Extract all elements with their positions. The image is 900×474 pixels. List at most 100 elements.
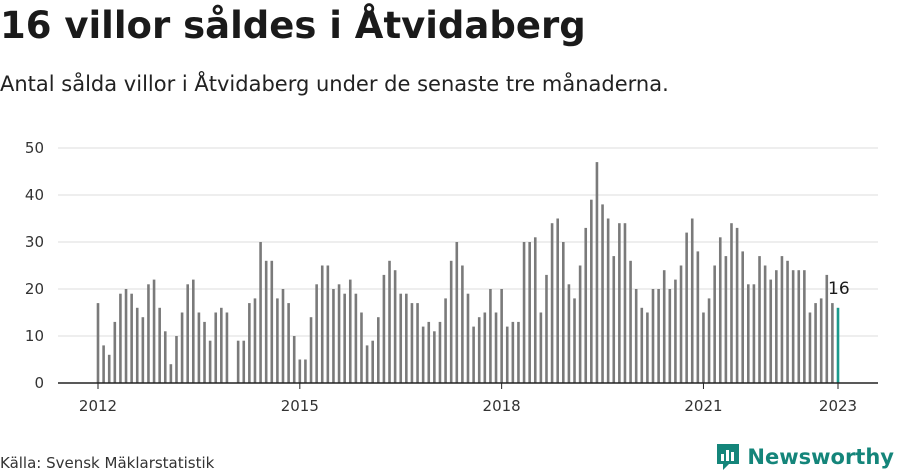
- bar: [601, 204, 604, 383]
- bar: [814, 303, 817, 383]
- bar: [96, 303, 100, 383]
- bar: [606, 218, 610, 383]
- bar: [646, 312, 649, 383]
- bar: [304, 359, 307, 383]
- bar: [679, 265, 683, 383]
- bar: [377, 317, 380, 383]
- y-tick-label: 20: [25, 280, 44, 298]
- bar: [472, 326, 475, 383]
- y-tick-label: 10: [25, 327, 44, 345]
- y-tick-label: 40: [25, 186, 44, 204]
- bar: [662, 270, 666, 383]
- bar: [595, 162, 599, 383]
- bar: [763, 265, 767, 383]
- bar: [444, 298, 447, 383]
- bar: [186, 284, 189, 383]
- y-tick-label: 50: [25, 139, 44, 157]
- source-note: Källa: Svensk Mäklarstatistik: [0, 454, 215, 472]
- bar: [124, 289, 128, 383]
- newsworthy-logo-icon: [717, 444, 740, 470]
- brand-name: Newsworthy: [747, 445, 894, 469]
- bar: [489, 289, 492, 383]
- bar: [225, 312, 229, 383]
- bar: [298, 359, 302, 383]
- bar: [685, 232, 688, 383]
- bar: [494, 312, 498, 383]
- bar: [668, 289, 672, 383]
- bar: [713, 265, 716, 383]
- bar: [819, 298, 823, 383]
- x-axis-ticks: 2012 2015 2018 2021 2023: [58, 382, 878, 415]
- x-tick-label: 2023: [819, 397, 857, 415]
- bar: [455, 242, 459, 383]
- bar: [634, 289, 638, 383]
- bar-highlight: [836, 307, 840, 383]
- bar: [522, 242, 526, 383]
- bar: [354, 293, 358, 383]
- bar: [539, 312, 543, 383]
- bar: [707, 298, 711, 383]
- bar: [623, 223, 627, 383]
- bar: [528, 242, 531, 383]
- brand-logo[interactable]: Newsworthy: [715, 442, 894, 472]
- bar: [466, 293, 470, 383]
- bar: [371, 340, 374, 383]
- bar: [343, 293, 346, 383]
- bar: [629, 260, 632, 383]
- bar: [107, 354, 111, 383]
- bar: [702, 312, 705, 383]
- bar: [141, 317, 145, 383]
- bar: [326, 265, 330, 383]
- bar: [192, 279, 195, 383]
- bar: [651, 289, 655, 383]
- x-tick-label: 2021: [684, 397, 722, 415]
- bar: [388, 260, 391, 383]
- bar: [360, 312, 363, 383]
- bar: [292, 336, 296, 383]
- bar: [477, 317, 481, 383]
- bar: [505, 326, 509, 383]
- bar: [640, 307, 644, 383]
- bar: [405, 293, 408, 383]
- bars: [96, 162, 840, 383]
- bar: [332, 289, 335, 383]
- bar: [236, 340, 240, 383]
- bar: [348, 279, 352, 383]
- bar: [573, 298, 576, 383]
- bar: [421, 326, 425, 383]
- bar: [416, 303, 419, 383]
- bar: [220, 307, 223, 383]
- bar: [797, 270, 801, 383]
- bar: [163, 331, 167, 383]
- x-tick-label: 2015: [281, 397, 319, 415]
- bar: [113, 321, 117, 383]
- gridlines: [58, 147, 878, 337]
- bar: [365, 345, 369, 383]
- bar: [696, 251, 700, 383]
- bar: [203, 321, 206, 383]
- bar: [410, 303, 414, 383]
- bar: [747, 284, 750, 383]
- bar: [197, 312, 201, 383]
- y-axis-ticks: 0 10 20 30 40 50: [25, 139, 44, 392]
- bar: [287, 303, 290, 383]
- bar: [382, 274, 386, 383]
- bar: [533, 237, 537, 383]
- bar: [259, 242, 262, 383]
- bar: [253, 298, 257, 383]
- bar: [130, 293, 133, 383]
- bar-chart: 0 10 20 30 40 50 2012 2015 2018 2021 2023 16: [25, 139, 878, 415]
- bar: [730, 223, 733, 383]
- bar: [718, 237, 722, 383]
- bar: [690, 218, 694, 383]
- bar: [438, 321, 442, 383]
- bar: [399, 293, 403, 383]
- bar: [276, 298, 279, 383]
- bar: [618, 223, 621, 383]
- bar: [264, 260, 268, 383]
- bar: [180, 312, 184, 383]
- x-tick-label: 2018: [483, 397, 521, 415]
- bar: [752, 284, 756, 383]
- page-title: 16 villor såldes i Åtvidaberg: [0, 4, 586, 47]
- bar: [567, 284, 571, 383]
